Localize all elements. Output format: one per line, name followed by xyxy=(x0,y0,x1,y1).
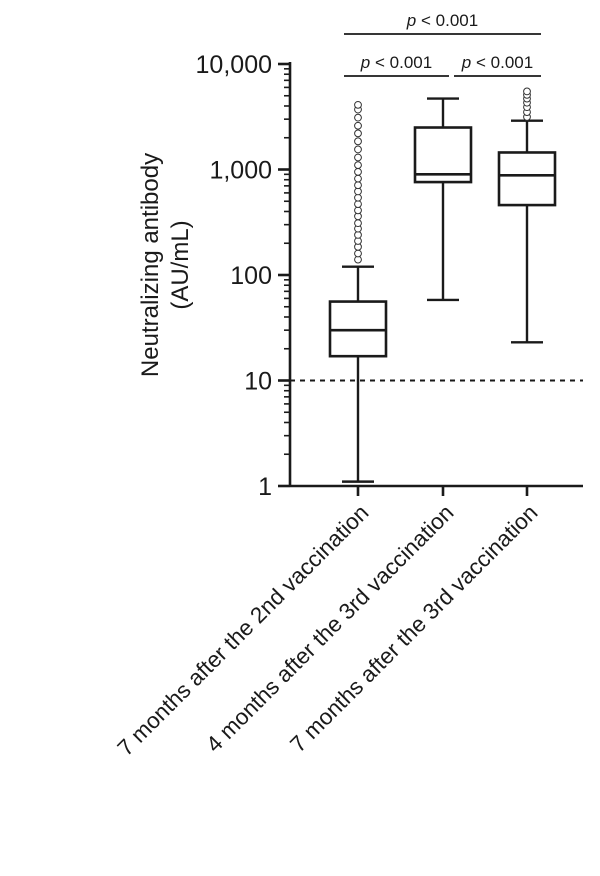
outlier-point xyxy=(354,174,362,183)
outlier-point xyxy=(354,137,362,146)
outlier-point xyxy=(354,200,362,208)
p-value-label: p < 0.001 xyxy=(461,53,533,72)
outlier-point xyxy=(354,161,362,170)
outlier-point xyxy=(354,167,362,176)
y-tick-label: 10 xyxy=(244,368,272,396)
outlier-point xyxy=(354,100,362,109)
y-axis-label-line: (AU/mL) xyxy=(167,220,194,309)
boxes-group xyxy=(328,87,557,483)
outlier-point xyxy=(354,145,362,154)
outlier-point xyxy=(354,121,362,130)
box-iqr xyxy=(413,126,473,184)
y-tick-label: 1 xyxy=(258,473,272,501)
p-value-label: p < 0.001 xyxy=(406,11,478,30)
outlier-point xyxy=(354,129,362,138)
y-tick-label: 1,000 xyxy=(209,157,272,185)
outlier-point xyxy=(354,193,362,202)
axes: 1 10 100 1,000 10,000 xyxy=(196,51,583,501)
y-tick-label: 10,000 xyxy=(196,51,272,79)
outlier-point xyxy=(354,153,362,162)
box-iqr xyxy=(497,151,557,207)
y-tick-label: 100 xyxy=(230,262,272,290)
box-group xyxy=(497,87,557,344)
comparison-bracket: p < 0.001 xyxy=(454,53,541,77)
box-group xyxy=(413,97,473,302)
y-axis-label-line: Neutralizing antibody xyxy=(137,153,164,377)
p-value-label: p < 0.001 xyxy=(360,53,432,72)
y-axis-label: Neutralizing antibody (AU/mL) xyxy=(137,153,194,377)
outlier-point xyxy=(354,249,362,258)
comparison-bracket: p < 0.001 xyxy=(344,11,541,35)
outlier-point xyxy=(354,219,362,228)
outlier-point xyxy=(354,181,362,190)
comparison-bracket: p < 0.001 xyxy=(344,53,449,77)
outlier-point xyxy=(523,87,531,96)
outlier-point xyxy=(354,113,362,122)
significance-brackets: p < 0.001 p < 0.001 p < 0.001 xyxy=(344,11,541,77)
box-group xyxy=(328,100,388,483)
